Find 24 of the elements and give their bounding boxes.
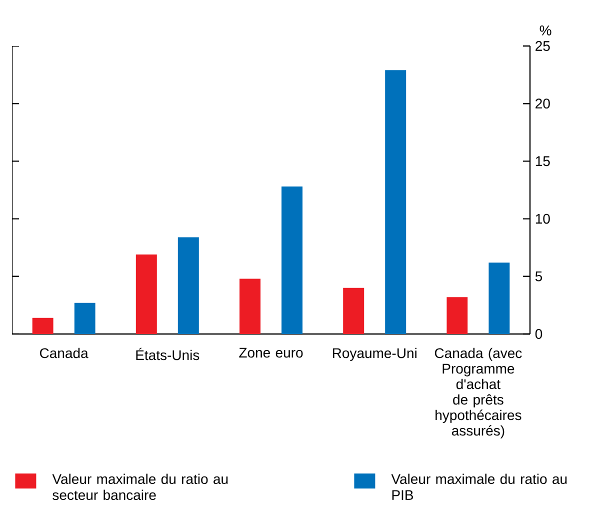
bar: [343, 288, 364, 334]
legend-label: Valeur maximale du ratio au PIB: [391, 474, 567, 500]
bar: [385, 70, 406, 334]
y-tick-label: 5: [535, 272, 542, 282]
bar: [136, 254, 157, 334]
y-tick-label: 15: [536, 156, 550, 166]
legend-label: Valeur maximale du ratio au secteur bancaire: [52, 474, 228, 500]
x-tick-label: Royaume-Uni: [332, 348, 416, 361]
y-tick-label: 10: [536, 214, 550, 224]
bar: [282, 186, 302, 334]
x-tick-label: Canada (avec Programme d'achat de prêts hypothécaires assurés): [434, 348, 522, 438]
bar: [446, 297, 468, 334]
bar: [74, 302, 96, 334]
y-tick-label: 0: [535, 329, 542, 339]
y-tick-label: 20: [536, 98, 550, 109]
bar: [32, 318, 54, 334]
bar: [488, 262, 510, 334]
x-tick-label: Canada: [40, 348, 88, 358]
y-tick-label: 25: [536, 41, 550, 51]
x-tick-label: États-Unis: [136, 348, 200, 360]
bar: [178, 237, 199, 334]
bar: [240, 278, 260, 334]
y-axis-title: %: [540, 26, 552, 36]
x-tick-label: Zone euro: [239, 348, 303, 358]
